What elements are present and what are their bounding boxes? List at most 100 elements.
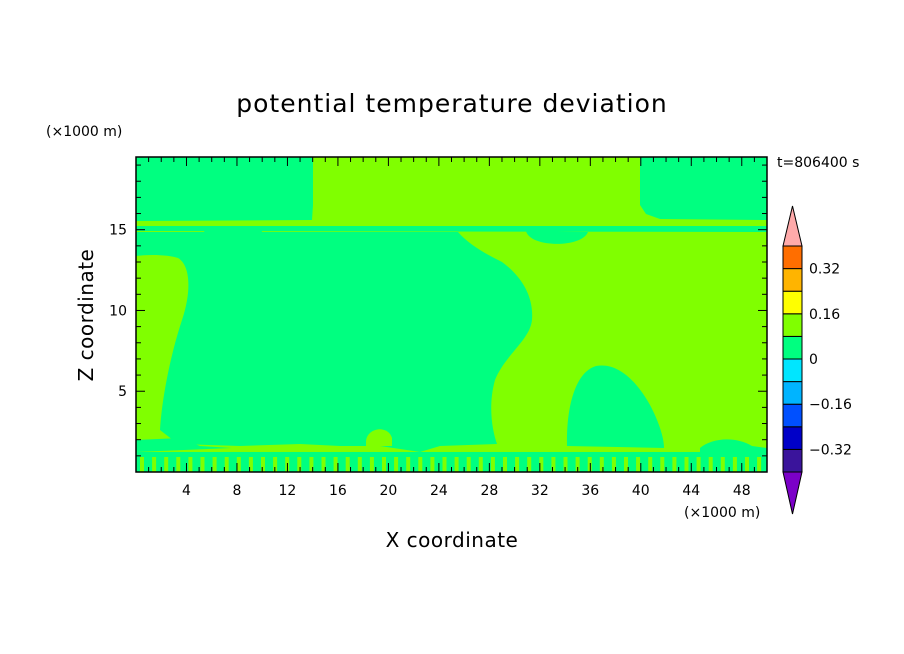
contour-tooth	[757, 457, 762, 472]
contour-tooth	[394, 457, 399, 472]
colorbar-label: 0.16	[809, 307, 840, 323]
contour-tooth	[200, 457, 205, 472]
contour-tooth	[490, 457, 495, 472]
time-label: t=806400 s	[777, 155, 859, 171]
contour-field	[136, 157, 767, 472]
x-axis-ticks: 4 8 12 16 20 24 28 32 36 40 44 48	[148, 157, 755, 499]
colorbar-segment	[782, 268, 803, 292]
x-tick-label: 16	[329, 483, 347, 499]
colorbar-label: −0.32	[809, 442, 852, 458]
contour-tooth	[648, 457, 653, 472]
contour-tooth	[624, 457, 628, 472]
contour-dip-1	[204, 231, 262, 244]
x-tick-label: 8	[232, 483, 241, 499]
y-tick-label: 15	[109, 223, 127, 239]
contour-tooth	[261, 457, 265, 472]
contour-tooth	[599, 457, 604, 472]
contour-bump-blob	[366, 429, 392, 446]
contour-tooth	[696, 457, 701, 472]
x-tick-label: 12	[279, 483, 297, 499]
y-unit-label: (×1000 m)	[46, 124, 122, 140]
contour-tooth	[273, 457, 278, 472]
contour-tooth	[539, 457, 544, 472]
x-tick-label: 24	[430, 483, 448, 499]
contour-tooth	[321, 457, 326, 472]
contour-tooth	[176, 457, 181, 472]
colorbar-segment	[782, 358, 803, 383]
contour-region-right-upper	[640, 157, 767, 220]
x-tick-label: 20	[379, 483, 397, 499]
x-tick-label: 28	[480, 483, 498, 499]
contour-tooth	[745, 457, 749, 472]
contour-tooth	[442, 457, 447, 472]
contour-tooth	[720, 457, 725, 472]
contour-tooth	[357, 457, 362, 472]
contour-region-left-upper	[136, 157, 313, 221]
contour-tooth	[164, 457, 169, 472]
contour-tooth	[636, 457, 641, 472]
contour-tooth	[575, 457, 580, 472]
x-tick-label: 4	[182, 483, 191, 499]
contour-tooth	[369, 457, 374, 472]
contour-tooth	[297, 457, 302, 472]
contour-tooth	[527, 457, 532, 472]
contour-tooth	[478, 457, 483, 472]
contour-region-strip	[136, 226, 767, 232]
y-tick-label: 10	[109, 303, 127, 319]
colorbar-segment	[782, 313, 803, 337]
contour-tooth	[611, 457, 616, 472]
contour-tooth	[248, 457, 253, 472]
contour-tooth	[466, 457, 471, 472]
contour-dip-2	[526, 231, 588, 244]
y-axis-label: Z coordinate	[74, 249, 98, 382]
contour-tooth	[212, 457, 217, 472]
colorbar-segment	[782, 290, 803, 315]
contour-tooth	[430, 457, 435, 472]
contour-tooth	[515, 457, 520, 472]
colorbar-label: −0.16	[809, 397, 852, 413]
colorbar-upper-triangle	[782, 205, 803, 247]
contour-tooth	[672, 457, 677, 472]
contour-tooth	[406, 457, 411, 472]
contour-tooth	[563, 457, 568, 472]
x-tick-label: 36	[581, 483, 599, 499]
colorbar-segment	[782, 245, 803, 270]
x-unit-label: (×1000 m)	[684, 505, 760, 521]
colorbar: 0.32 0.16 0 −0.16 −0.32	[782, 205, 852, 515]
contour-tooth	[684, 457, 689, 472]
colorbar-lower-triangle	[782, 471, 803, 515]
contour-bottom-teeth	[140, 457, 762, 472]
contour-tooth	[708, 457, 713, 472]
colorbar-segment	[782, 335, 803, 360]
contour-bottom-band	[136, 452, 767, 472]
contour-region-main	[136, 232, 533, 452]
contour-tooth	[236, 457, 241, 472]
contour-tooth	[309, 457, 314, 472]
contour-tooth	[345, 457, 350, 472]
colorbar-segment	[782, 448, 803, 473]
contour-tooth	[152, 457, 157, 472]
contour-tooth	[660, 457, 665, 472]
contour-region-left-lower	[136, 438, 232, 452]
contour-tooth	[454, 457, 459, 472]
contour-tooth	[418, 457, 423, 472]
colorbar-label: 0.32	[809, 262, 840, 278]
contour-tooth	[333, 457, 338, 472]
contour-tooth	[382, 457, 386, 472]
colorbar-label: 0	[809, 352, 818, 368]
contour-tooth	[140, 457, 144, 472]
colorbar-segment	[782, 426, 803, 450]
contour-tooth	[587, 457, 592, 472]
contour-tooth	[188, 457, 193, 472]
x-tick-label: 32	[531, 483, 549, 499]
x-axis-label: X coordinate	[386, 528, 519, 552]
contour-region-right-lower	[700, 439, 767, 455]
y-tick-label: 5	[118, 384, 127, 400]
x-tick-label: 44	[682, 483, 700, 499]
x-tick-label: 40	[632, 483, 650, 499]
contour-region-right-dome	[566, 365, 664, 448]
colorbar-segment	[782, 381, 803, 405]
contour-tooth	[503, 457, 507, 472]
contour-tooth	[551, 457, 556, 472]
